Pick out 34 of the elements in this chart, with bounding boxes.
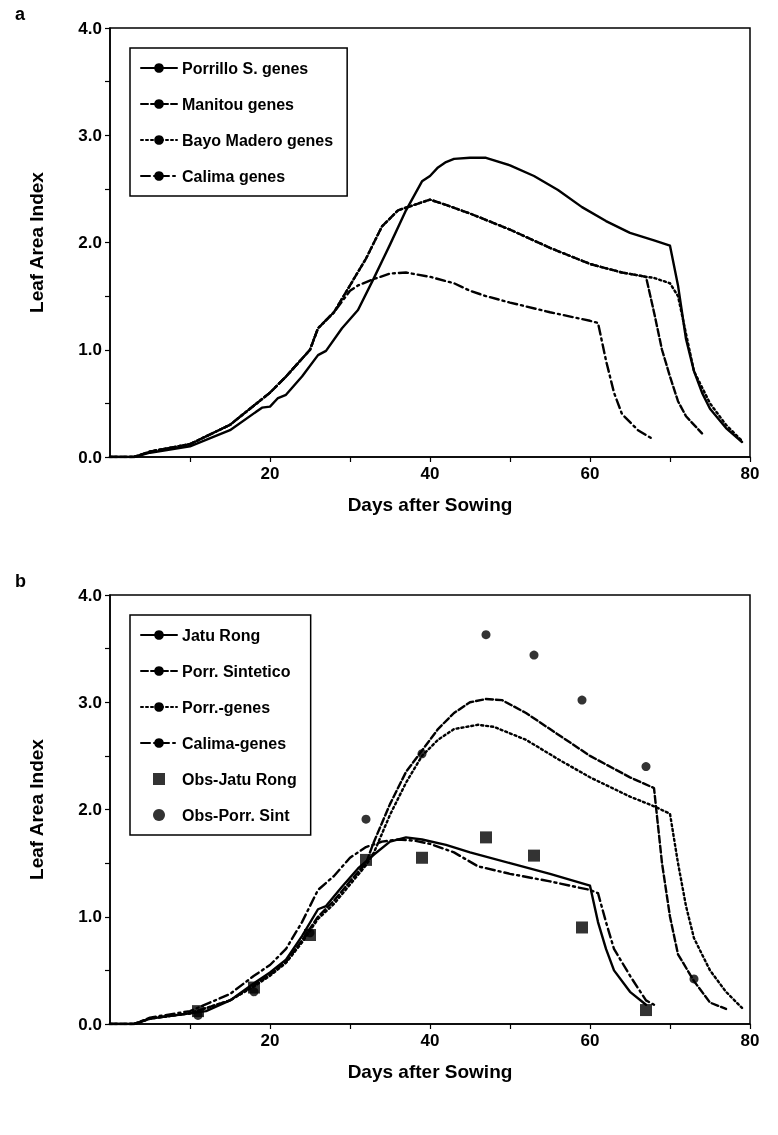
x-tick-label: 60 — [580, 1031, 600, 1050]
legend-label: Obs-Jatu Rong — [182, 770, 297, 788]
legend-label: Porr. Sintetico — [182, 662, 291, 680]
y-tick-label: 1.0 — [78, 340, 102, 360]
x-tick-label: 80 — [740, 464, 760, 483]
chart-title: b — [15, 571, 26, 591]
x-tick-label: 60 — [580, 464, 600, 483]
y-tick-label: 0.0 — [78, 1014, 102, 1034]
y-tick-label: 3.0 — [78, 125, 102, 145]
legend-label: Bayo Madero genes — [182, 131, 334, 149]
legend-label: Porr.-genes — [182, 698, 271, 716]
x-axis-title: Days after Sowing — [347, 1061, 513, 1082]
legend-label: Manitou genes — [182, 95, 295, 113]
y-tick-label: 0.0 — [78, 447, 102, 467]
legend-label: Calima-genes — [182, 734, 287, 752]
y-axis-title: Leaf Area Index — [26, 171, 47, 313]
x-tick-label: 20 — [260, 1031, 280, 1050]
x-tick-label: 20 — [260, 464, 280, 483]
y-tick-label: 4.0 — [78, 585, 102, 605]
y-tick-label: 2.0 — [78, 233, 102, 252]
legend-label: Porrillo S. genes — [182, 59, 309, 77]
y-tick-label: 1.0 — [78, 907, 102, 927]
chart-title: a — [15, 4, 26, 24]
x-axis-title: Days after Sowing — [347, 494, 513, 515]
y-tick-label: 2.0 — [78, 800, 102, 819]
x-tick-label: 80 — [740, 1031, 760, 1050]
x-tick-label: 40 — [420, 1031, 440, 1050]
y-axis-title: Leaf Area Index — [26, 738, 47, 880]
y-tick-label: 4.0 — [78, 18, 102, 38]
legend-label: Calima genes — [182, 167, 286, 185]
legend-label: Obs-Porr. Sint — [182, 806, 291, 824]
y-tick-label: 3.0 — [78, 692, 102, 712]
x-tick-label: 40 — [420, 464, 440, 483]
legend-label: Jatu Rong — [182, 626, 261, 644]
